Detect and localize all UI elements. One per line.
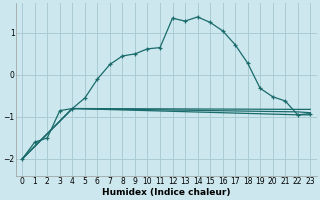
X-axis label: Humidex (Indice chaleur): Humidex (Indice chaleur) xyxy=(102,188,230,197)
